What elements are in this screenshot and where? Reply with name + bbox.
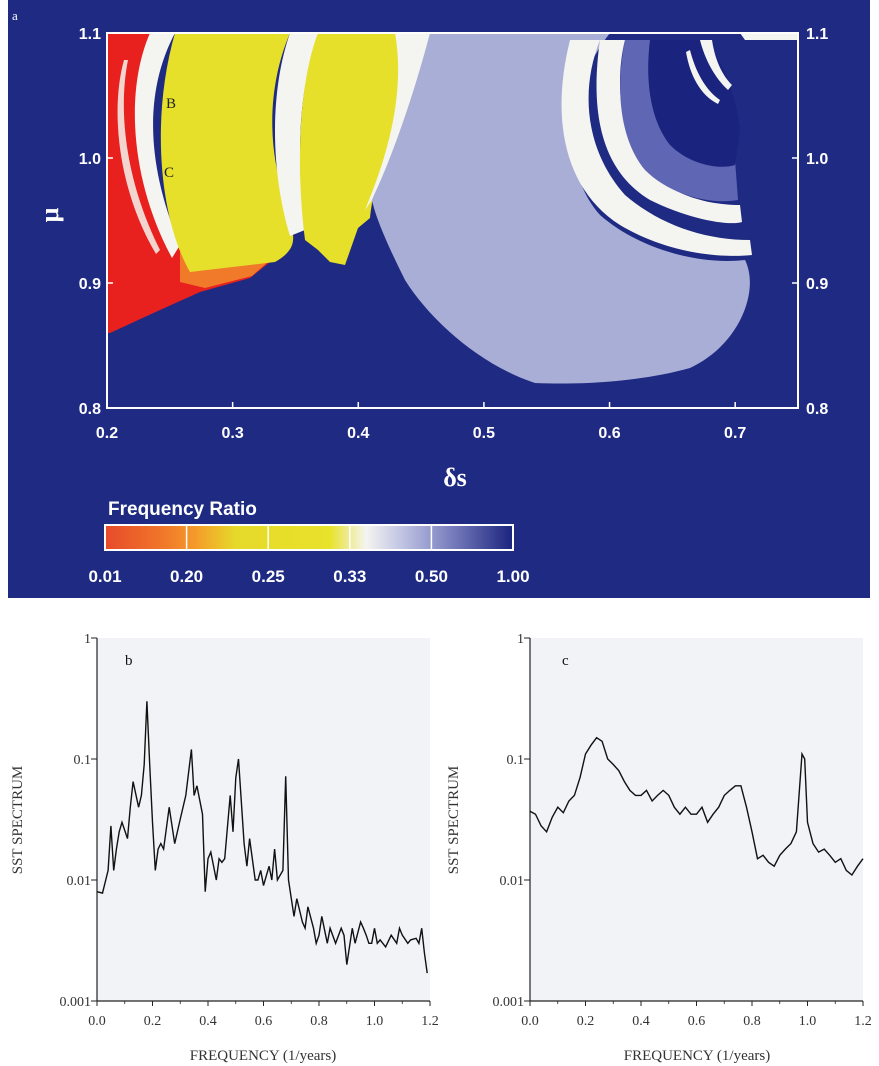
panel-c-label: c bbox=[562, 653, 569, 669]
heatmap-y-tick-label: 0.9 bbox=[79, 276, 101, 293]
panel-b-axes: 0.0 0.2 0.4 0.6 0.8 1.0 1.2 0.001 0.01 0.1 1 bbox=[60, 632, 439, 1029]
x-tick-label: 0.8 bbox=[743, 1014, 761, 1029]
heatmap bbox=[107, 33, 798, 408]
heatmap-y-tick-label-right: 1.1 bbox=[806, 26, 828, 43]
y-tick-label: 0.001 bbox=[493, 995, 525, 1010]
heatmap-xlabel: δs bbox=[443, 463, 467, 492]
heatmap-ylabel: μ bbox=[35, 207, 64, 222]
panel-c-plot-area bbox=[530, 638, 863, 1001]
heatmap-x-tick-label: 0.4 bbox=[347, 425, 369, 442]
region-white-fleck-2 bbox=[700, 40, 732, 90]
heatmap-y-tick-label-right: 0.8 bbox=[806, 401, 828, 418]
x-tick-label: 0.4 bbox=[632, 1014, 650, 1029]
panel-c-axes: 0.0 0.2 0.4 0.6 0.8 1.0 1.2 0.001 0.01 0.1 1 bbox=[493, 632, 872, 1029]
y-tick-label: 1 bbox=[517, 632, 524, 647]
colorbar-title: Frequency Ratio bbox=[108, 499, 257, 520]
heatmap-x-tick-label: 0.7 bbox=[724, 425, 746, 442]
heatmap-y-tick-label: 1.1 bbox=[79, 26, 101, 43]
heatmap-x-tick-label: 0.3 bbox=[222, 425, 244, 442]
region-white-arc-inner bbox=[596, 40, 742, 224]
annotation-c: C bbox=[164, 165, 174, 181]
heatmap-y-tick-label-right: 0.9 bbox=[806, 276, 828, 293]
y-tick-label: 0.001 bbox=[60, 995, 92, 1010]
panel-c-spectrum-line bbox=[529, 736, 864, 877]
y-tick-label: 0.1 bbox=[74, 753, 92, 768]
region-white-fleck-1 bbox=[686, 50, 720, 104]
y-tick-label: 1 bbox=[84, 632, 91, 647]
y-tick-label: 0.1 bbox=[507, 753, 525, 768]
panel-c-ylabel: SST SPECTRUM bbox=[446, 766, 462, 875]
region-white-channel bbox=[275, 33, 320, 236]
region-white-stripes-left bbox=[134, 33, 180, 258]
region-lavender bbox=[372, 33, 750, 384]
x-tick-label: 0.2 bbox=[577, 1014, 595, 1029]
heatmap-y-tick-label: 0.8 bbox=[79, 401, 101, 418]
colorbar-tick-label: 0.33 bbox=[333, 567, 366, 586]
panel-c-xlabel: FREQUENCY (1/years) bbox=[624, 1048, 771, 1064]
region-yellow-right bbox=[299, 33, 410, 265]
x-tick-label: 0.6 bbox=[255, 1014, 273, 1029]
colorbar-ticks: 0.01 0.20 0.25 0.33 0.50 1.00 bbox=[88, 525, 530, 586]
heatmap-x-tick-label: 0.5 bbox=[473, 425, 495, 442]
heatmap-axes: 0.2 0.3 0.4 0.5 0.6 0.7 0.8 0.8 0.9 0.9 1.0 1.0 1.1 1… bbox=[79, 26, 829, 442]
heatmap-x-tick-label: 0.2 bbox=[96, 425, 118, 442]
x-tick-label: 0.6 bbox=[688, 1014, 706, 1029]
x-tick-label: 0.4 bbox=[199, 1014, 217, 1029]
heatmap-y-tick-label-right: 1.0 bbox=[806, 151, 828, 168]
x-tick-label: 1.2 bbox=[421, 1014, 439, 1029]
x-tick-label: 0.2 bbox=[144, 1014, 162, 1029]
panel-c: c 0.0 0.2 0.4 0.6 0.8 1.0 1.2 0.001 0.01 0.1 1 FRE… bbox=[446, 632, 872, 1064]
region-white-stripe-thin bbox=[117, 60, 160, 254]
x-tick-label: 1.2 bbox=[854, 1014, 872, 1029]
colorbar-tick-label: 0.20 bbox=[170, 567, 203, 586]
panel-b-ylabel: SST SPECTRUM bbox=[10, 766, 26, 875]
heatmap-y-tick-label: 1.0 bbox=[79, 151, 101, 168]
x-tick-label: 0.8 bbox=[310, 1014, 328, 1029]
panel-a: a bbox=[8, 0, 870, 598]
heatmap-frame bbox=[106, 32, 799, 409]
x-tick-label: 0.0 bbox=[88, 1014, 106, 1029]
y-tick-label: 0.01 bbox=[500, 874, 525, 889]
colorbar-tick-label: 1.00 bbox=[496, 567, 529, 586]
panel-b-label: b bbox=[125, 653, 133, 669]
x-tick-label: 0.0 bbox=[521, 1014, 539, 1029]
panel-b-xlabel: FREQUENCY (1/years) bbox=[190, 1048, 337, 1064]
panel-b-plot-area bbox=[97, 638, 430, 1001]
colorbar-tick-label: 0.50 bbox=[415, 567, 448, 586]
colorbar-tick-label: 0.25 bbox=[252, 567, 285, 586]
region-yellow-left bbox=[160, 33, 294, 272]
panel-b-spectrum-line bbox=[96, 701, 428, 974]
y-tick-label: 0.01 bbox=[67, 874, 92, 889]
region-white-arc-outer bbox=[561, 40, 752, 256]
panel-b: b 0.0 0.2 0.4 0.6 0.8 1.0 1.2 0.001 0.01 0.1 1 FRE… bbox=[10, 632, 439, 1064]
annotation-b: B bbox=[166, 96, 176, 112]
colorbar-tick-label: 0.01 bbox=[88, 567, 121, 586]
region-white-top-right bbox=[740, 33, 798, 40]
panel-a-label: a bbox=[12, 8, 18, 23]
x-tick-label: 1.0 bbox=[799, 1014, 817, 1029]
x-tick-label: 1.0 bbox=[366, 1014, 384, 1029]
colorbar bbox=[104, 524, 514, 551]
heatmap-x-tick-label: 0.6 bbox=[598, 425, 620, 442]
